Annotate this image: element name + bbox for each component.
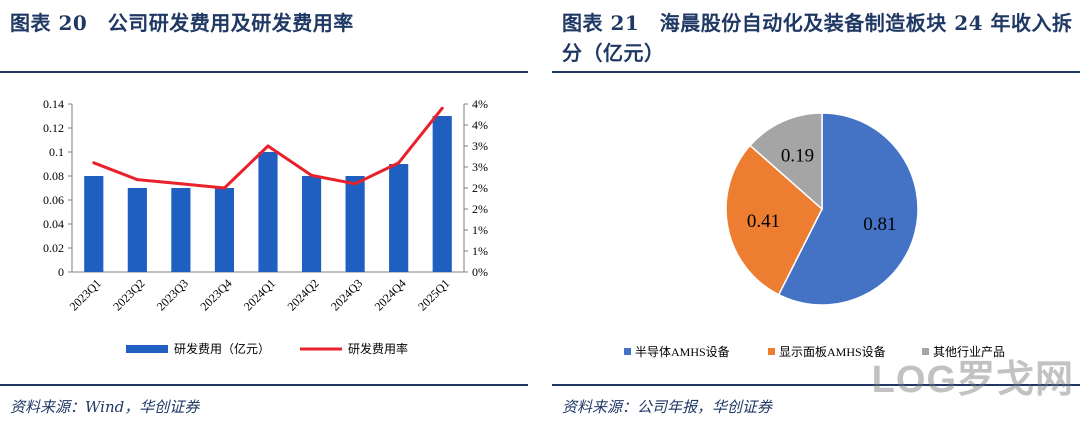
bar-2025Q1: [432, 116, 452, 272]
y2-tick-label: 1%: [472, 244, 488, 258]
bar-2023Q1: [84, 176, 104, 272]
y2-tick-label: 1%: [472, 223, 488, 237]
revenue-split-pie-chart: 0.81 0.41 0.19 半导体AMHS设备 显示面板AMHS设备 其他行业产品: [624, 112, 1005, 359]
y-tick-label: 0.04: [43, 217, 64, 231]
y-tick-label: 0.08: [43, 169, 64, 183]
legend-line-label: 研发费用率: [348, 341, 408, 356]
pie-value-label-1: 0.81: [863, 214, 896, 235]
pie-slice-3: [749, 112, 823, 211]
legend-label-1: 半导体AMHS设备: [635, 345, 730, 359]
y2-tick-label: 2%: [472, 202, 488, 216]
y2-tick-label: 2%: [472, 181, 488, 195]
bar-2023Q2: [127, 188, 147, 272]
left-figure-title: 图表 20 公司研发费用及研发费用率: [10, 11, 354, 35]
x-tick-label: 2024Q4: [372, 276, 409, 313]
bar-2024Q1: [258, 152, 278, 272]
rate-point-2023Q4: [222, 186, 226, 190]
legend-swatch-2: [768, 348, 775, 355]
left-source-rule: [0, 384, 528, 386]
legend-swatch-1: [624, 348, 631, 355]
bar-2024Q4: [389, 164, 409, 272]
legend-label-3: 其他行业产品: [933, 345, 1005, 359]
right-source-rule: [552, 384, 1080, 386]
right-source-note: 资料来源：公司年报，华创证券: [562, 398, 773, 416]
x-tick-label: 2024Q1: [241, 276, 278, 313]
left-source-note: 资料来源：Wind，华创证券: [10, 398, 200, 416]
rate-point-2023Q2: [135, 178, 139, 182]
rate-point-2024Q2: [310, 173, 314, 177]
x-tick-label: 2023Q4: [197, 276, 234, 313]
y-tick-label: 0.1: [49, 145, 64, 159]
x-tick-label: 2023Q1: [67, 276, 104, 313]
left-figure-panel: 图表 20 公司研发费用及研发费用率 0 0.02 0.04 0.06 0.08 0.1 0…: [0, 0, 528, 427]
right-figure-title: 图表 21 海晨股份自动化及装备制造板块 24 年收入拆分（亿元）: [562, 11, 1073, 65]
y2-tick-label: 3%: [472, 139, 488, 153]
pie-value-label-2: 0.41: [747, 211, 780, 232]
pie-value-label-3: 0.19: [781, 146, 814, 167]
left-title-rule: [0, 71, 528, 73]
pie-slice-1: [777, 112, 919, 306]
right-figure-panel: 图表 21 海晨股份自动化及装备制造板块 24 年收入拆分（亿元） 0.81 0.…: [552, 0, 1080, 427]
y-tick-label: 0.02: [43, 241, 64, 255]
x-tick-label: 2023Q2: [110, 276, 147, 313]
rate-point-2023Q1: [92, 161, 96, 165]
y-tick-label: 0.06: [43, 193, 64, 207]
x-tick-label: 2024Q3: [328, 276, 365, 313]
y2-tick-label: 4%: [472, 97, 488, 111]
rate-point-2024Q4: [397, 161, 401, 165]
legend-bar-label: 研发费用（亿元）: [174, 341, 270, 356]
bar-2024Q2: [301, 176, 322, 272]
rate-point-2024Q1: [266, 144, 270, 148]
y-tick-label: 0.14: [43, 97, 64, 111]
pie-slice-2: [725, 144, 823, 296]
y-tick-label: 0.12: [43, 121, 64, 135]
x-tick-label: 2023Q3: [154, 276, 191, 313]
legend-label-2: 显示面板AMHS设备: [779, 345, 886, 359]
rd-expense-chart: 0 0.02 0.04 0.06 0.08 0.1 0.12 0.14 0% 1% 1% 2% 2% 3%…: [43, 97, 488, 356]
bar-2024Q3: [345, 176, 365, 272]
legend-bar-swatch: [126, 345, 168, 353]
x-tick-label: 2025Q1: [415, 276, 452, 313]
legend-swatch-3: [922, 348, 929, 355]
x-tick-label: 2024Q2: [284, 276, 321, 313]
right-title-rule: [552, 71, 1080, 73]
rate-point-2025Q1: [440, 106, 444, 110]
y2-tick-label: 3%: [472, 160, 488, 174]
y2-tick-label: 4%: [472, 118, 488, 132]
y-tick-label: 0: [58, 265, 64, 279]
rate-point-2023Q3: [179, 182, 183, 186]
bar-2023Q3: [171, 188, 191, 272]
rate-point-2024Q3: [353, 182, 357, 186]
bar-2023Q4: [214, 188, 235, 272]
y2-tick-label: 0%: [472, 265, 488, 279]
watermark-logo: LOG罗戈网: [871, 359, 1074, 401]
